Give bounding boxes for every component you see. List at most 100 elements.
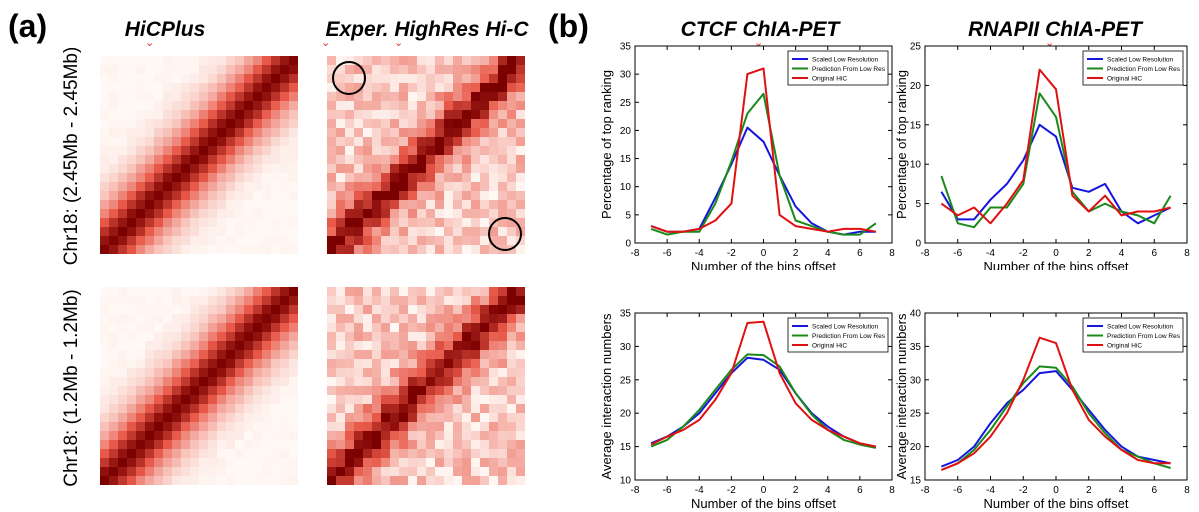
- heatmap-cell: [280, 305, 290, 315]
- y-tick-label: 0: [915, 239, 921, 250]
- heatmap-cell: [109, 440, 119, 450]
- heatmap-cell: [100, 467, 110, 477]
- heatmap-cell: [381, 422, 391, 432]
- heatmap-cell: [109, 182, 119, 192]
- heatmap-cell: [262, 377, 272, 387]
- heatmap-cell: [372, 467, 382, 477]
- heatmap-cell: [235, 449, 245, 459]
- heatmap-cell: [244, 314, 254, 324]
- heatmap-cell: [100, 359, 110, 369]
- heatmap-cell: [190, 314, 200, 324]
- heatmap-cell: [354, 74, 364, 84]
- heatmap-cell: [516, 65, 525, 75]
- heatmap-cell: [435, 395, 445, 405]
- heatmap-cell: [453, 386, 463, 396]
- heatmap-cell: [199, 413, 209, 423]
- heatmap-cell: [363, 218, 373, 228]
- heatmap-cell: [408, 83, 418, 93]
- heatmap-cell: [363, 413, 373, 423]
- heatmap-cell: [453, 83, 463, 93]
- heatmap-cell: [498, 305, 508, 315]
- heatmap-cell: [417, 386, 427, 396]
- heatmap-cell: [327, 413, 337, 423]
- heatmap-cell: [408, 476, 418, 485]
- heatmap-cell: [390, 413, 400, 423]
- heatmap-cell: [163, 119, 173, 129]
- heatmap-cell: [226, 146, 236, 156]
- heatmap-cell: [280, 449, 290, 459]
- heatmap-cell: [280, 74, 290, 84]
- heatmap-cell: [471, 209, 481, 219]
- heatmap-cell: [498, 476, 508, 485]
- heatmap-cell: [507, 218, 517, 228]
- heatmap-cell: [145, 350, 155, 360]
- heatmap-cell: [217, 200, 227, 210]
- heatmap-cell: [444, 287, 454, 297]
- heatmap-cell: [489, 236, 499, 246]
- heatmap-cell: [399, 191, 409, 201]
- heatmap-cell: [327, 386, 337, 396]
- heatmap-cell: [435, 173, 445, 183]
- heatmap-cell: [516, 74, 525, 84]
- heatmap-cell: [498, 386, 508, 396]
- heatmap-cell: [100, 314, 110, 324]
- heatmap-cell: [190, 155, 200, 165]
- heatmap-cell: [417, 287, 427, 297]
- heatmap-cell: [381, 431, 391, 441]
- heatmap-cell: [390, 200, 400, 210]
- heatmap-cell: [190, 323, 200, 333]
- heatmap-cell: [199, 227, 209, 237]
- heatmap-cell: [280, 314, 290, 324]
- x-axis-label: Number of the bins offset: [983, 496, 1128, 511]
- heatmap-cell: [426, 146, 436, 156]
- heatmap-cell: [289, 92, 298, 102]
- heatmap-cell: [262, 191, 272, 201]
- heatmap-cell: [435, 413, 445, 423]
- heatmap-cell: [498, 431, 508, 441]
- heatmap-cell: [471, 422, 481, 432]
- heatmap-cell: [381, 305, 391, 315]
- heatmap-cell: [235, 386, 245, 396]
- heatmap-cell: [244, 191, 254, 201]
- heatmap-cell: [253, 128, 263, 138]
- heatmap-cell: [453, 332, 463, 342]
- heatmap-cell: [336, 218, 346, 228]
- series-line: [650, 67, 877, 233]
- heatmap-highres-bottom: [327, 287, 525, 485]
- heatmap-cell: [172, 101, 182, 111]
- heatmap-cell: [399, 359, 409, 369]
- heatmap-cell: [181, 305, 191, 315]
- heatmap-cell: [372, 332, 382, 342]
- legend-label: Scaled Low Resolution: [1107, 324, 1174, 331]
- heatmap-cell: [408, 431, 418, 441]
- heatmap-cell: [118, 101, 128, 111]
- heatmap-cell: [480, 65, 490, 75]
- heatmap-cell: [426, 182, 436, 192]
- heatmap-cell: [381, 56, 391, 66]
- heatmap-cell: [435, 296, 445, 306]
- heatmap-cell: [444, 323, 454, 333]
- heatmap-cell: [145, 332, 155, 342]
- heatmap-cell: [217, 359, 227, 369]
- heatmap-cell: [217, 440, 227, 450]
- heatmap-cell: [190, 296, 200, 306]
- heatmap-cell: [435, 74, 445, 84]
- heatmap-cell: [208, 341, 218, 351]
- heatmap-cell: [253, 332, 263, 342]
- heatmap-cell: [127, 296, 137, 306]
- heatmap-cell: [181, 413, 191, 423]
- heatmap-cell: [289, 137, 298, 147]
- heatmap-cell: [417, 332, 427, 342]
- heatmap-cell: [190, 218, 200, 228]
- heatmap-cell: [336, 245, 346, 254]
- heatmap-cell: [163, 323, 173, 333]
- heatmap-cell: [462, 74, 472, 84]
- heatmap-cell: [271, 191, 281, 201]
- heatmap-cell: [489, 467, 499, 477]
- heatmap-cell: [109, 65, 119, 75]
- heatmap-cell: [163, 65, 173, 75]
- heatmap-cell: [426, 65, 436, 75]
- heatmap-cell: [190, 440, 200, 450]
- heatmap-cell: [172, 449, 182, 459]
- heatmap-cell: [289, 476, 298, 485]
